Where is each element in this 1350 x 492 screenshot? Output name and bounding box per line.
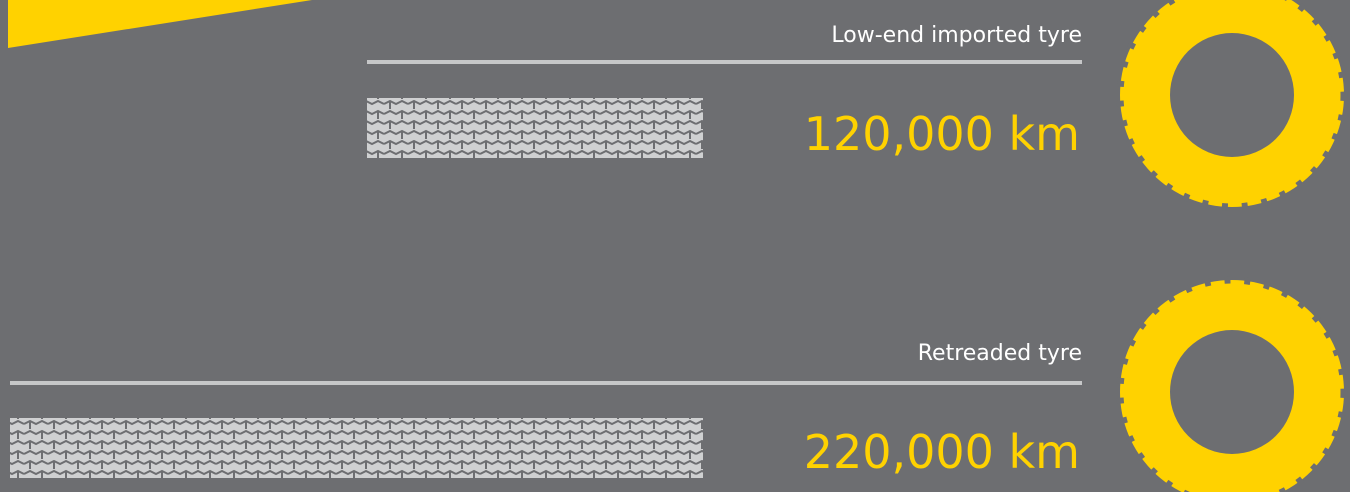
tyre-icon (1116, 276, 1348, 492)
item-value: 220,000 km (804, 425, 1080, 479)
tyre-icon (1116, 0, 1348, 211)
item-label: Retreaded tyre (918, 341, 1082, 366)
divider (367, 60, 1082, 64)
divider (10, 381, 1082, 385)
item-label: Low-end imported tyre (831, 23, 1082, 48)
corner-accent (8, 0, 312, 48)
tread (367, 98, 703, 158)
item-value: 120,000 km (804, 107, 1080, 161)
tread (10, 418, 703, 478)
